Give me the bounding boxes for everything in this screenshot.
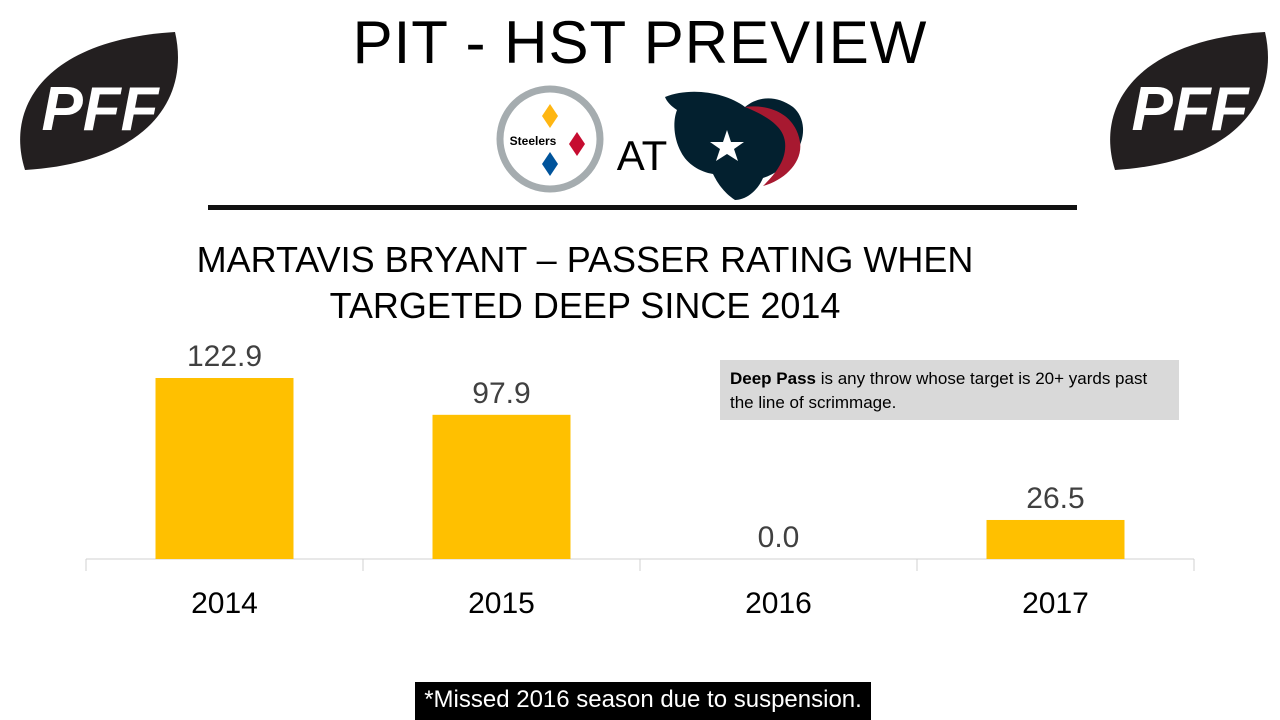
page-title: PIT - HST PREVIEW	[352, 9, 928, 76]
bar-2015	[432, 414, 571, 559]
steelers-logo: Steelers	[496, 85, 604, 193]
pff-logo-left: PFF	[0, 22, 190, 182]
pff-logo-text: PFF	[41, 75, 160, 144]
suspension-footnote: *Missed 2016 season due to suspension.	[415, 682, 871, 720]
header-divider	[208, 205, 1077, 210]
matchup-logos: Steelers	[496, 85, 804, 200]
note-term: Deep Pass	[730, 369, 816, 388]
chart-title-line-1: MARTAVIS BRYANT – PASSER RATING WHEN	[196, 239, 974, 280]
chart-title-line-2: TARGETED DEEP SINCE 2014	[329, 285, 841, 326]
x-tick-label-2016: 2016	[745, 587, 812, 620]
x-tick-label-2017: 2017	[1022, 587, 1089, 620]
data-label-2017: 26.5	[1026, 482, 1084, 515]
data-label-2016: 0.0	[758, 521, 800, 554]
definition-note: Deep Pass is any throw whose target is 2…	[720, 360, 1179, 420]
football-icon: PFF	[20, 32, 178, 170]
steelers-logo-text: Steelers	[510, 134, 557, 148]
pff-logo-text: PFF	[1131, 75, 1250, 144]
texans-logo	[665, 91, 804, 200]
x-tick-label-2014: 2014	[191, 587, 258, 620]
matchup-at-label: AT	[616, 132, 668, 179]
data-label-2014: 122.9	[187, 340, 262, 373]
pff-logo-right: PFF	[1090, 22, 1280, 182]
bar-2014	[155, 378, 294, 559]
data-label-2015: 97.9	[472, 377, 530, 410]
x-tick-label-2015: 2015	[468, 587, 535, 620]
note-definition: is any throw whose target is 20+ yards p…	[730, 369, 1148, 412]
chart-title: MARTAVIS BRYANT – PASSER RATING WHEN TAR…	[150, 237, 1020, 329]
football-icon: PFF	[1110, 32, 1268, 170]
bar-2017	[986, 519, 1125, 559]
